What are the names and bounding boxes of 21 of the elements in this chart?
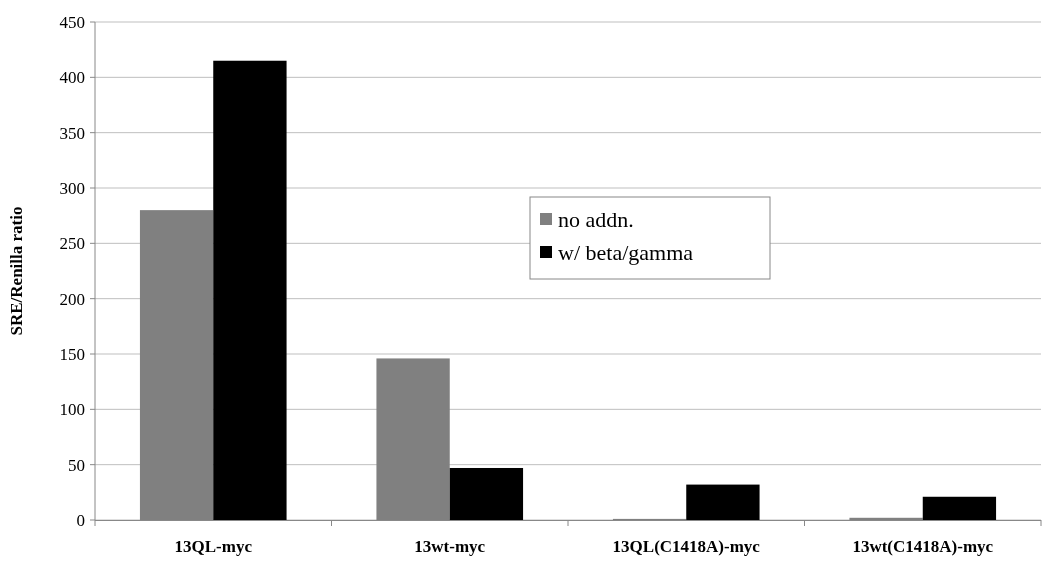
y-tick-label: 50 (68, 455, 85, 475)
y-tick-label: 400 (59, 68, 85, 88)
legend-label: no addn. (558, 206, 634, 232)
y-tick-label: 200 (59, 289, 85, 309)
y-tick-label: 250 (59, 234, 85, 254)
y-axis-title: SRE/Renilla ratio (7, 206, 26, 336)
y-tick-label: 300 (59, 178, 85, 198)
y-tick-label: 450 (59, 12, 85, 32)
y-tick-label: 350 (59, 123, 85, 143)
legend-label: w/ beta/gamma (558, 239, 694, 265)
y-tick-label: 150 (59, 344, 85, 364)
x-tick-label: 13QL-myc (174, 537, 253, 556)
bar (213, 60, 287, 520)
bar (449, 467, 524, 520)
bar (686, 484, 760, 520)
x-tick-label: 13QL(C1418A)-myc (612, 537, 761, 556)
y-tick-label: 0 (76, 510, 85, 530)
x-tick-label: 13wt-myc (414, 537, 486, 556)
x-tick-label: 13wt(C1418A)-myc (852, 537, 994, 556)
bar (922, 496, 997, 520)
y-tick-label: 100 (59, 400, 85, 420)
